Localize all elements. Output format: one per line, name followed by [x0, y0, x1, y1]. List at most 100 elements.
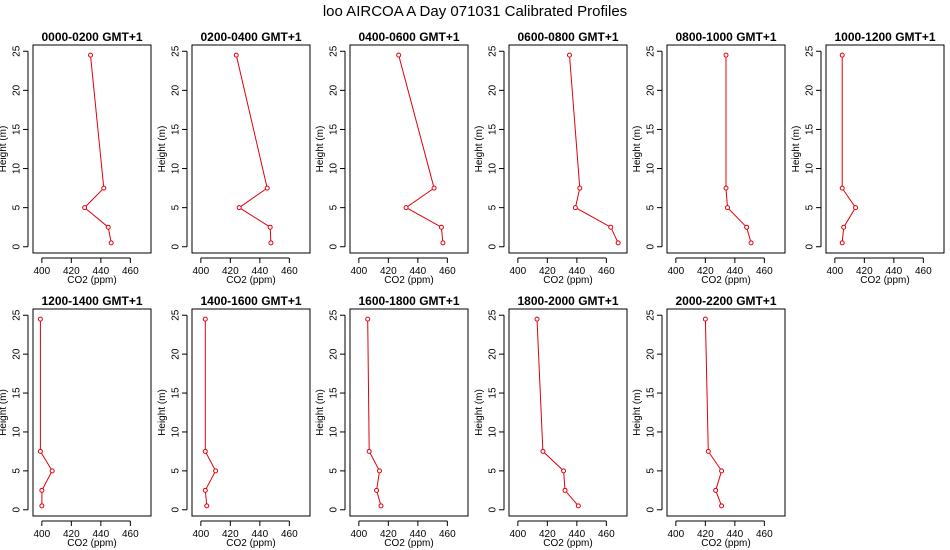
y-axis-title: Height (m): [0, 389, 9, 436]
y-tick-label: 20: [646, 348, 657, 360]
y-tick-label: 10: [329, 163, 340, 175]
x-tick-label: 400: [193, 529, 210, 540]
profile-line: [398, 55, 444, 243]
y-tick-label: 25: [488, 45, 499, 57]
profile-point: [202, 448, 208, 454]
profile-point: [719, 468, 725, 474]
x-tick-label: 460: [756, 529, 773, 540]
y-tick-label: 20: [329, 84, 340, 96]
y-axis-title: Height (m): [632, 389, 643, 436]
y-tick-label: 10: [646, 426, 657, 438]
plot-frame: [666, 308, 786, 517]
profile-point: [566, 52, 572, 58]
y-tick-label: 25: [12, 45, 23, 57]
y-tick-label: 0: [646, 244, 657, 250]
y-tick-label: 5: [12, 468, 23, 474]
profile-panel: 0600-0800 GMT+1 400 420 440 460 CO2 (ppm) 0 5 10…: [474, 30, 628, 286]
profile-panel: 1000-1200 GMT+1 400 420 440 460 CO2 (ppm) 0 5 10…: [791, 30, 945, 286]
y-tick-label: 15: [646, 387, 657, 399]
y-tick-label: 20: [171, 348, 182, 360]
x-tick-label: 440: [727, 266, 744, 277]
x-tick-label: 440: [569, 266, 586, 277]
plot-frame: [191, 308, 311, 517]
x-tick-label: 420: [380, 266, 397, 277]
profile-point: [202, 487, 208, 493]
profile-point: [204, 503, 210, 509]
y-tick-label: 5: [171, 468, 182, 474]
y-tick-label: 5: [329, 468, 340, 474]
profile-point: [88, 52, 94, 58]
x-tick-label: 460: [122, 266, 139, 277]
profile-panel: 1200-1400 GMT+1 400 420 440 460 CO2 (ppm) 0 5 10…: [0, 294, 152, 549]
y-tick-label: 10: [12, 163, 23, 175]
y-axis-title: Height (m): [315, 389, 326, 436]
profile-point: [702, 316, 708, 322]
y-tick-label: 5: [488, 204, 499, 210]
profile-point: [839, 185, 845, 191]
profile-point: [396, 52, 402, 58]
x-tick-label: 420: [697, 529, 714, 540]
x-tick-label: 440: [410, 529, 427, 540]
profile-panel: 0800-1000 GMT+1 400 420 440 460 CO2 (ppm) 0 5 10…: [632, 30, 786, 286]
profile-point: [839, 240, 845, 246]
x-tick-label: 420: [380, 529, 397, 540]
profile-point: [705, 448, 711, 454]
y-axis-title: Height (m): [157, 126, 168, 173]
x-tick-label: 420: [856, 266, 873, 277]
profile-point: [82, 205, 88, 211]
x-axis-title: CO2 (ppm): [701, 275, 750, 286]
y-tick-label: 5: [646, 468, 657, 474]
profile-point: [365, 316, 371, 322]
y-tick-label: 10: [488, 426, 499, 438]
y-axis-title: Height (m): [791, 126, 802, 173]
x-tick-label: 440: [727, 529, 744, 540]
profile-point: [719, 503, 725, 509]
plot-frame: [32, 308, 152, 517]
plot-frame: [508, 44, 628, 254]
x-tick-label: 460: [598, 529, 615, 540]
x-axis-title: CO2 (ppm): [543, 538, 592, 549]
profile-line: [39, 319, 53, 506]
x-axis-title: CO2 (ppm): [543, 275, 592, 286]
profile-point: [572, 205, 578, 211]
y-tick-label: 0: [805, 244, 816, 250]
y-tick-label: 0: [12, 244, 23, 250]
x-axis-title: CO2 (ppm): [67, 538, 116, 549]
profile-point: [723, 52, 729, 58]
profile-point: [615, 240, 621, 246]
x-tick-label: 460: [915, 266, 932, 277]
y-axis-title: Height (m): [315, 126, 326, 173]
x-tick-label: 400: [34, 529, 51, 540]
x-tick-label: 440: [252, 266, 269, 277]
y-tick-label: 15: [488, 123, 499, 135]
panel-title: 1600-1800 GMT+1: [358, 294, 459, 308]
x-tick-label: 460: [281, 529, 298, 540]
x-tick-label: 440: [569, 529, 586, 540]
y-tick-label: 10: [171, 426, 182, 438]
profile-point: [534, 316, 540, 322]
profile-point: [431, 185, 437, 191]
panel-title: 1200-1400 GMT+1: [41, 294, 142, 308]
y-tick-label: 0: [171, 244, 182, 250]
y-tick-label: 10: [646, 163, 657, 175]
y-tick-label: 20: [12, 84, 23, 96]
panel-title: 0000-0200 GMT+1: [41, 30, 142, 44]
y-tick-label: 0: [329, 507, 340, 513]
y-tick-label: 5: [805, 204, 816, 210]
plot-frame: [508, 308, 628, 517]
y-tick-label: 0: [488, 244, 499, 250]
y-tick-label: 0: [12, 507, 23, 513]
profile-panel: 0200-0400 GMT+1 400 420 440 460 CO2 (ppm) 0 5 10…: [157, 30, 311, 286]
y-tick-label: 20: [329, 348, 340, 360]
profile-point: [853, 205, 858, 211]
x-tick-label: 420: [63, 266, 80, 277]
profile-point: [37, 316, 43, 322]
y-tick-label: 10: [329, 426, 340, 438]
panel-title: 1400-1600 GMT+1: [200, 294, 301, 308]
profile-point: [49, 468, 55, 474]
plot-frame: [349, 44, 469, 254]
y-tick-label: 15: [805, 123, 816, 135]
profile-point: [37, 448, 43, 454]
y-tick-label: 25: [329, 45, 340, 57]
